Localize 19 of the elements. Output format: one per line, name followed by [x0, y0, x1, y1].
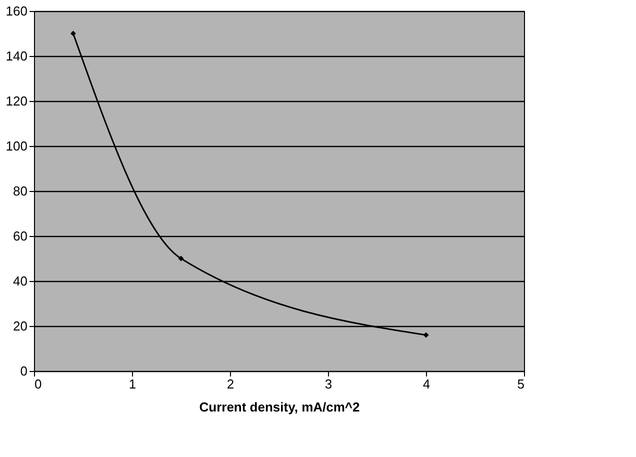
y-tick-label: 120: [6, 94, 28, 108]
y-tick-label: 80: [13, 184, 28, 198]
y-tick-label: 140: [6, 48, 28, 64]
y-tick-label: 20: [13, 318, 28, 334]
x-tick-label: 2: [226, 376, 234, 392]
x-tick-label: 4: [422, 376, 430, 392]
y-tick-label: 60: [13, 228, 28, 244]
point: [178, 256, 184, 262]
point: [423, 332, 429, 338]
x-tick-label: 5: [517, 376, 524, 392]
y-tick-label: 40: [13, 274, 28, 288]
y-tick-label: 0: [20, 364, 28, 378]
x-tick-label: 0: [34, 376, 42, 392]
x-tick-label: 3: [324, 376, 332, 392]
y-tick-label: 160: [6, 4, 28, 18]
x-axis-title: Current density, mA/cm^2: [199, 400, 360, 414]
point: [70, 30, 76, 36]
y-tick-label: 100: [6, 138, 28, 154]
x-tick-label: 1: [128, 376, 136, 392]
